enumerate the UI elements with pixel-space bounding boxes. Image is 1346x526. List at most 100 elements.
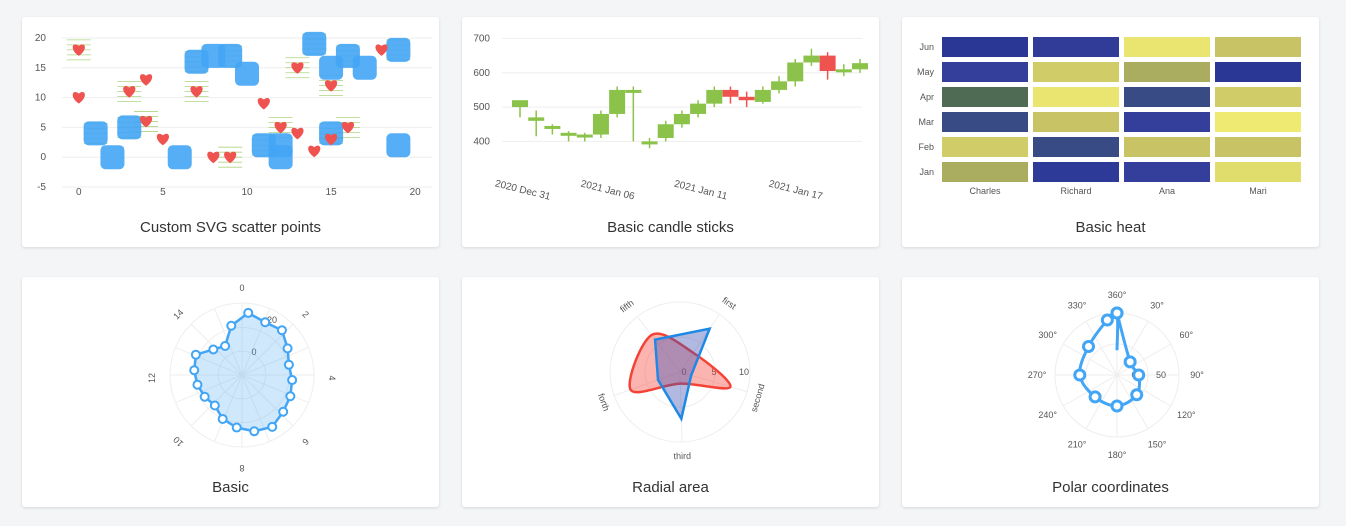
heat-cell [942, 162, 1028, 182]
column-label: Mari [1249, 186, 1267, 196]
category-label: forth [596, 392, 611, 412]
x-tick-label: 10 [241, 187, 253, 198]
angular-tick-label: 10 [171, 435, 185, 449]
radar-point [217, 413, 228, 424]
radar-point [192, 379, 203, 390]
heat-cell [1215, 62, 1301, 82]
heart-point [190, 86, 203, 98]
polar-point [1110, 399, 1124, 413]
card-polar[interactable]: 360° 30° 60° 90° 120° 150° 180° 210° 240° 270° 300… [902, 277, 1319, 507]
candle-body [803, 55, 820, 63]
card-caption: Polar coordinates [1052, 479, 1169, 496]
x-tick-label: 5 [160, 187, 166, 198]
heart-point [291, 62, 304, 74]
radar-chart: 0 2 4 6 8 10 12 14 0 20 [147, 283, 337, 472]
candle-body [544, 125, 561, 129]
radial-tick-label: 10 [739, 367, 749, 377]
heart-point [72, 44, 85, 56]
heart-point [308, 145, 321, 158]
angle-tick-label: 210° [1068, 439, 1087, 449]
polar-point [1123, 355, 1137, 369]
angular-grid [241, 374, 271, 442]
heat-cell [942, 62, 1028, 82]
square-point [319, 121, 344, 146]
angle-tick-label: 270° [1028, 370, 1047, 380]
heat-cell [1033, 37, 1119, 57]
card-caption: Basic [212, 479, 249, 496]
candle-body [576, 134, 593, 138]
candle-body [754, 89, 771, 102]
column-label: Richard [1060, 186, 1091, 196]
angular-grid [190, 374, 243, 427]
column-label: Ana [1159, 186, 1175, 196]
heart-point [324, 80, 338, 92]
heart-point [257, 97, 270, 110]
heart-point [291, 127, 304, 140]
card-heat[interactable]: Jun May Apr Mar Feb Jan Charles Richard Ana Mari … [902, 17, 1319, 247]
card-scatter[interactable]: -5 0 5 10 15 20 0 5 10 15 20 Custom SVG scatter po… [22, 17, 439, 247]
heart-point [156, 133, 170, 146]
polar-point [1110, 306, 1124, 320]
square-point [117, 115, 142, 140]
square-point [386, 37, 411, 62]
candle-body [592, 113, 609, 135]
heat-cell [1215, 37, 1301, 57]
angular-tick-label: 14 [171, 307, 185, 321]
candle-body [528, 117, 545, 121]
y-tick-label: 600 [473, 68, 490, 79]
heat-cell [1124, 112, 1210, 132]
angular-grid [1116, 343, 1171, 376]
angular-grid [679, 313, 720, 373]
x-tick-label: 0 [76, 187, 82, 198]
angle-tick-label: 180° [1108, 450, 1127, 460]
angular-grid [1116, 321, 1149, 376]
radar-point [276, 325, 287, 336]
angular-grid [636, 316, 681, 373]
radar-point [231, 422, 242, 433]
x-tick-label: 2021 Jan 11 [673, 179, 729, 203]
candle-body [657, 124, 674, 138]
candle-body [852, 63, 868, 70]
heat-cell [942, 112, 1028, 132]
heatmap-chart: Jun May Apr Mar Feb Jan Charles Richard Ana Mari [917, 37, 1301, 196]
card-caption: Custom SVG scatter points [140, 219, 321, 236]
candle-body [641, 141, 658, 145]
category-label: third [673, 451, 691, 461]
y-tick-label: 20 [35, 33, 47, 44]
card-radar[interactable]: 0 2 4 6 8 10 12 14 0 20 Basic [22, 277, 439, 507]
heat-cell [1033, 112, 1119, 132]
radial-tick-label: 20 [267, 315, 277, 325]
angle-tick-label: 330° [1068, 301, 1087, 311]
heat-cell [1124, 162, 1210, 182]
heart-point [324, 133, 338, 146]
candle-body [819, 55, 836, 72]
angle-tick-label: 90° [1190, 370, 1204, 380]
heat-cell [1124, 37, 1210, 57]
heart-point [139, 115, 153, 128]
card-radial[interactable]: first second third forth fifth 0 5 10 Radial ar… [462, 277, 879, 507]
heart-point [341, 121, 355, 134]
candle-body [560, 132, 577, 136]
heat-cell [1033, 62, 1119, 82]
angle-tick-label: 120° [1177, 410, 1196, 420]
heat-cell [942, 87, 1028, 107]
angular-tick-label: 8 [239, 463, 244, 472]
radar-point [209, 400, 220, 411]
candle-body [625, 89, 642, 93]
radial-tick-label: 0 [251, 347, 256, 357]
polar-point [1130, 388, 1144, 402]
y-tick-label: 0 [40, 152, 46, 163]
card-candles[interactable]: 400 500 600 700 2020 Dec 31 2021 Jan 06 2021 J… [462, 17, 879, 247]
scatter-chart: -5 0 5 10 15 20 0 5 10 15 20 [35, 31, 432, 198]
angle-tick-label: 240° [1038, 410, 1057, 420]
radar-point [283, 359, 294, 370]
y-tick-label: -5 [37, 182, 46, 193]
series-area-blue [653, 326, 712, 422]
angular-grid [213, 374, 243, 442]
angular-grid [1116, 374, 1171, 407]
y-tick-label: 700 [473, 33, 490, 44]
heat-cell [1215, 87, 1301, 107]
radial-tick-label: 0 [681, 367, 686, 377]
polar-chart: 360° 30° 60° 90° 120° 150° 180° 210° 240° 270° 300… [1028, 290, 1205, 460]
polar-point [1100, 313, 1114, 327]
